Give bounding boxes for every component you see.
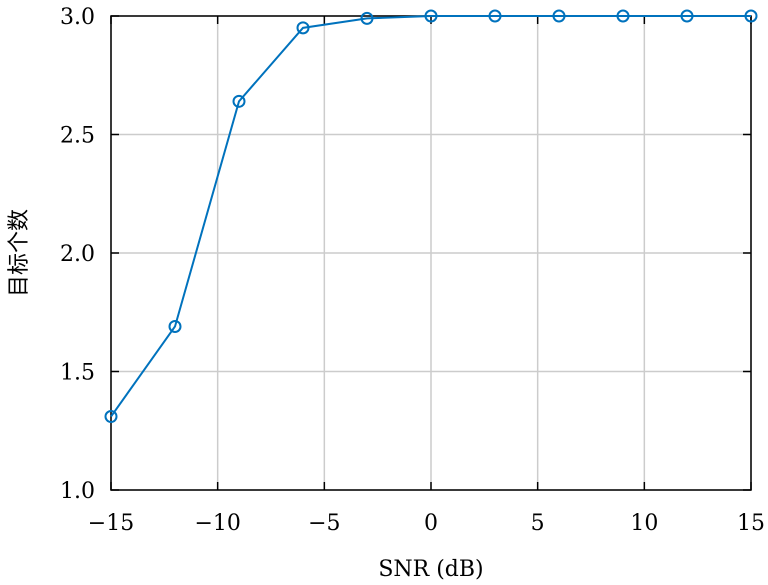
- x-tick-labels: −15 −10 −5 0 5 10 15: [88, 511, 765, 536]
- y-tick-label: 1.0: [60, 479, 95, 504]
- data-point: [552, 9, 566, 23]
- series-line: [110, 15, 751, 418]
- data-point: [744, 9, 758, 23]
- data-point: [232, 94, 246, 108]
- y-axis-label: 目标个数: [7, 209, 32, 297]
- y-tick-label: 2.0: [60, 242, 95, 267]
- data-point: [104, 410, 118, 424]
- data-point: [168, 319, 182, 333]
- y-tick-label: 3.0: [60, 5, 95, 30]
- x-tick-label: −15: [88, 511, 134, 536]
- y-tick-label: 2.5: [60, 124, 95, 149]
- x-tick-label: −10: [194, 511, 240, 536]
- x-tick-label: −5: [308, 511, 340, 536]
- y-tick-labels: 1.0 1.5 2.0 2.5 3.0: [60, 5, 95, 504]
- data-point: [680, 9, 694, 23]
- data-point: [360, 11, 374, 25]
- data-point: [488, 9, 502, 23]
- data-point: [616, 9, 630, 23]
- y-tick-label: 1.5: [60, 361, 95, 386]
- data-point: [296, 21, 310, 35]
- x-tick-label: 15: [737, 511, 765, 536]
- series-group: [104, 9, 758, 424]
- x-tick-label: 0: [424, 511, 438, 536]
- x-tick-label: 10: [630, 511, 658, 536]
- x-axis-label: SNR (dB): [378, 557, 483, 582]
- x-tick-label: 5: [531, 511, 545, 536]
- grid: [110, 15, 752, 491]
- data-point: [424, 9, 438, 23]
